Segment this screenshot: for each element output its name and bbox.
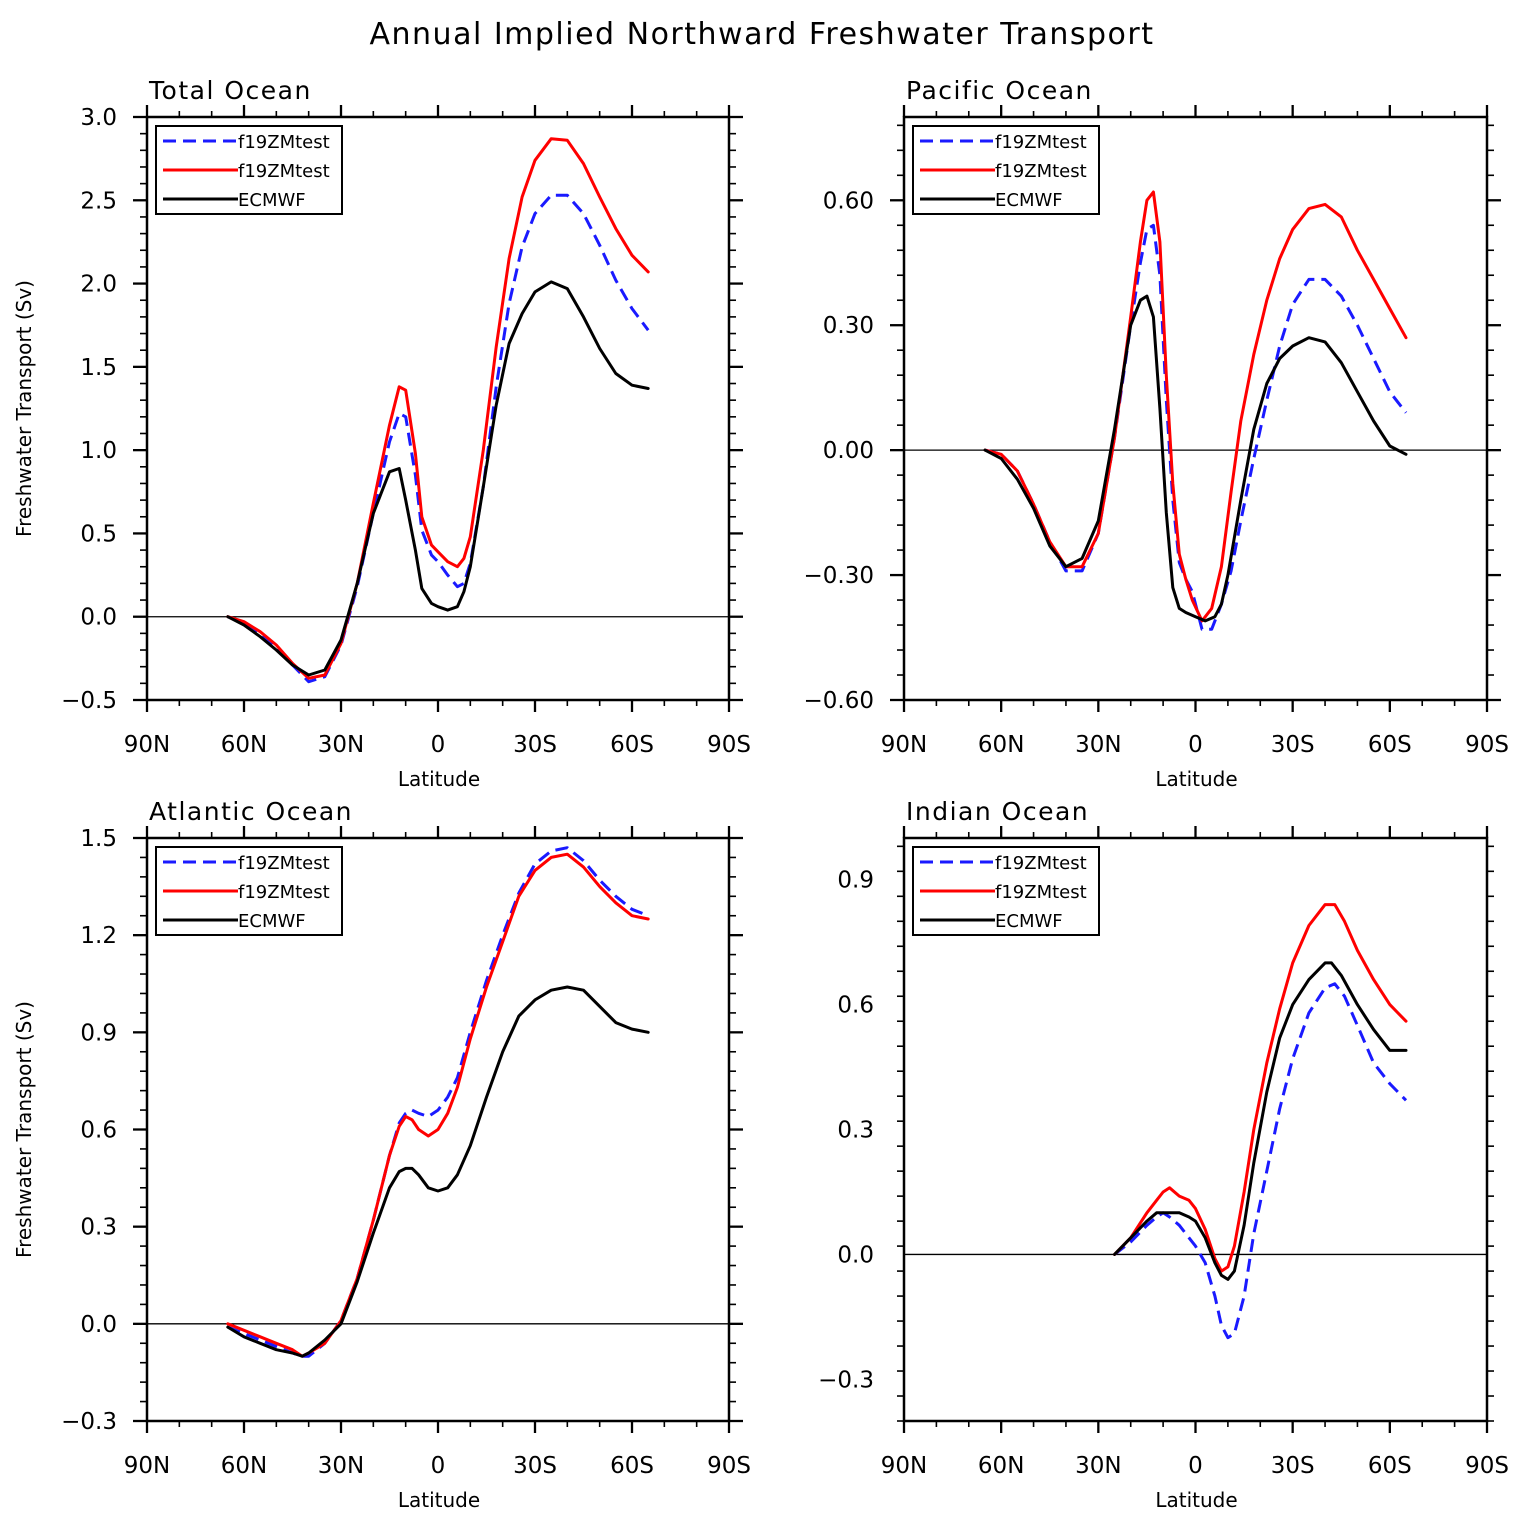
atlantic-ocean-ytick-label: 0.9: [80, 1020, 117, 1046]
total-ocean-ytick-label: 3.0: [80, 105, 117, 131]
total-ocean-xtick-label: 0: [431, 732, 446, 758]
atlantic-ocean-panel: Atlantic Ocean 90N 60N 30N 0 30S 60S 90S −0.3 0.0…: [12, 797, 751, 1512]
atlantic-ocean-title: Atlantic Ocean: [149, 797, 353, 826]
total-ocean-xtick-label: 60S: [610, 732, 654, 758]
total-ocean-xtick-label: 90N: [124, 732, 170, 758]
indian-ocean-xtick-label: 90N: [881, 1453, 927, 1479]
indian-ocean-legend: f19ZMtest f19ZMtest ECMWF: [912, 846, 1100, 936]
pacific-ocean-legend-label: ECMWF: [995, 190, 1063, 211]
atlantic-ocean-series-3-line: [226, 985, 650, 1358]
pacific-ocean-xtick-label: 30S: [1271, 732, 1315, 758]
pacific-ocean-xlabel: Latitude: [1155, 767, 1237, 791]
figure-title: Annual Implied Northward Freshwater Tran…: [370, 17, 1155, 52]
total-ocean-xtick-label: 30S: [513, 732, 557, 758]
pacific-ocean-xtick-label: 60S: [1368, 732, 1412, 758]
atlantic-ocean-legend: f19ZMtest f19ZMtest ECMWF: [155, 846, 343, 936]
total-ocean-series-3-line: [226, 280, 650, 677]
pacific-ocean-legend-label: f19ZMtest: [995, 132, 1087, 153]
pacific-ocean-panel: Pacific Ocean 90N 60N 30N 0 30S 60S 90S −0.60 −0.…: [804, 76, 1509, 791]
total-ocean-ytick-label: 0.5: [80, 521, 117, 547]
indian-ocean-ytick-label: 0.9: [837, 868, 874, 894]
pacific-ocean-legend-label: f19ZMtest: [995, 161, 1087, 182]
total-ocean-title: Total Ocean: [148, 76, 312, 105]
atlantic-ocean-xtick-label: 90S: [707, 1453, 751, 1479]
atlantic-ocean-ytick-label: 1.5: [80, 826, 117, 852]
atlantic-ocean-ytick-label: −0.3: [61, 1409, 117, 1435]
total-ocean-ytick-label: 2.5: [80, 188, 117, 214]
pacific-ocean-series-2-line: [983, 190, 1408, 623]
pacific-ocean-xtick-label: 90N: [881, 732, 927, 758]
total-ocean-series-1-line: [227, 193, 650, 684]
total-ocean-ytick-label: 0.0: [80, 605, 117, 631]
pacific-ocean-xtick-label: 30N: [1075, 732, 1121, 758]
pacific-ocean-xtick-label: 0: [1188, 732, 1203, 758]
indian-ocean-ytick-label: 0.6: [837, 993, 874, 1019]
total-ocean-legend-label: ECMWF: [238, 190, 306, 211]
total-ocean-series-2-line: [226, 137, 650, 680]
indian-ocean-ytick-label: −0.3: [818, 1367, 874, 1393]
total-ocean-ytick-label: 1.0: [80, 438, 117, 464]
atlantic-ocean-xtick-label: 90N: [124, 1453, 170, 1479]
indian-ocean-legend-label: f19ZMtest: [995, 853, 1087, 874]
indian-ocean-xtick-label: 60N: [978, 1453, 1024, 1479]
indian-ocean-xtick-label: 0: [1188, 1453, 1203, 1479]
indian-ocean-xtick-label: 30S: [1271, 1453, 1315, 1479]
atlantic-ocean-xtick-label: 60N: [221, 1453, 267, 1479]
indian-ocean-xtick-label: 60S: [1368, 1453, 1412, 1479]
indian-ocean-title: Indian Ocean: [906, 797, 1089, 826]
indian-ocean-xtick-label: 90S: [1465, 1453, 1509, 1479]
indian-ocean-legend-label: f19ZMtest: [995, 882, 1087, 903]
pacific-ocean-ytick-label: 0.30: [823, 313, 874, 339]
pacific-ocean-legend: f19ZMtest f19ZMtest ECMWF: [912, 125, 1100, 215]
indian-ocean-xtick-label: 30N: [1075, 1453, 1121, 1479]
atlantic-ocean-xtick-label: 30S: [513, 1453, 557, 1479]
total-ocean-legend-label: f19ZMtest: [238, 161, 330, 182]
atlantic-ocean-xtick-label: 0: [431, 1453, 446, 1479]
indian-ocean-ytick-label: 0.3: [837, 1118, 874, 1144]
indian-ocean-xlabel: Latitude: [1155, 1488, 1237, 1512]
pacific-ocean-ytick-label: 0.60: [823, 188, 874, 214]
atlantic-ocean-ytick-label: 0.0: [80, 1312, 117, 1338]
pacific-ocean-title: Pacific Ocean: [906, 76, 1093, 105]
pacific-ocean-series-3-line: [983, 294, 1408, 623]
total-ocean-legend: f19ZMtest f19ZMtest ECMWF: [155, 125, 343, 215]
indian-ocean-series-1-line: [1113, 982, 1408, 1340]
total-ocean-xtick-label: 30N: [318, 732, 364, 758]
atlantic-ocean-xtick-label: 30N: [318, 1453, 364, 1479]
pacific-ocean-ytick-label: 0.00: [823, 438, 874, 464]
total-ocean-xtick-label: 60N: [221, 732, 267, 758]
total-ocean-xlabel: Latitude: [398, 767, 480, 791]
atlantic-ocean-legend-label: f19ZMtest: [238, 853, 330, 874]
atlantic-ocean-ytick-label: 0.3: [80, 1215, 117, 1241]
atlantic-ocean-xtick-label: 60S: [610, 1453, 654, 1479]
atlantic-ocean-legend-label: f19ZMtest: [238, 882, 330, 903]
pacific-ocean-ytick-label: −0.30: [804, 563, 874, 589]
total-ocean-legend-label: f19ZMtest: [238, 132, 330, 153]
indian-ocean-ytick-label: 0.0: [837, 1242, 874, 1268]
indian-ocean-panel: Indian Ocean 90N 60N 30N 0 30S 60S 90S −0.3 0.0 0.…: [818, 797, 1509, 1512]
indian-ocean-series-2-line: [1113, 903, 1408, 1273]
pacific-ocean-ytick-label: −0.60: [804, 688, 874, 714]
indian-ocean-series-3-line: [1113, 961, 1408, 1281]
total-ocean-ytick-label: 2.0: [80, 272, 117, 298]
indian-ocean-legend-label: ECMWF: [995, 911, 1063, 932]
atlantic-ocean-ytick-label: 0.6: [80, 1118, 117, 1144]
total-ocean-xtick-label: 90S: [707, 732, 751, 758]
total-ocean-ytick-label: 1.5: [80, 355, 117, 381]
atlantic-ocean-ytick-label: 1.2: [80, 923, 117, 949]
total-ocean-ytick-label: −0.5: [61, 688, 117, 714]
total-ocean-panel: Total Ocean 90N 60N 30N 0 30S 60S 90S −0.5 0.0 0.5…: [12, 76, 751, 791]
atlantic-ocean-legend-label: ECMWF: [238, 911, 306, 932]
pacific-ocean-xtick-label: 90S: [1465, 732, 1509, 758]
atlantic-ocean-xlabel: Latitude: [398, 1488, 480, 1512]
pacific-ocean-xtick-label: 60N: [978, 732, 1024, 758]
atlantic-ocean-ylabel: Freshwater Transport (Sv): [12, 1001, 36, 1258]
pacific-ocean-series-1-line: [984, 223, 1408, 631]
total-ocean-ylabel: Freshwater Transport (Sv): [12, 280, 36, 537]
